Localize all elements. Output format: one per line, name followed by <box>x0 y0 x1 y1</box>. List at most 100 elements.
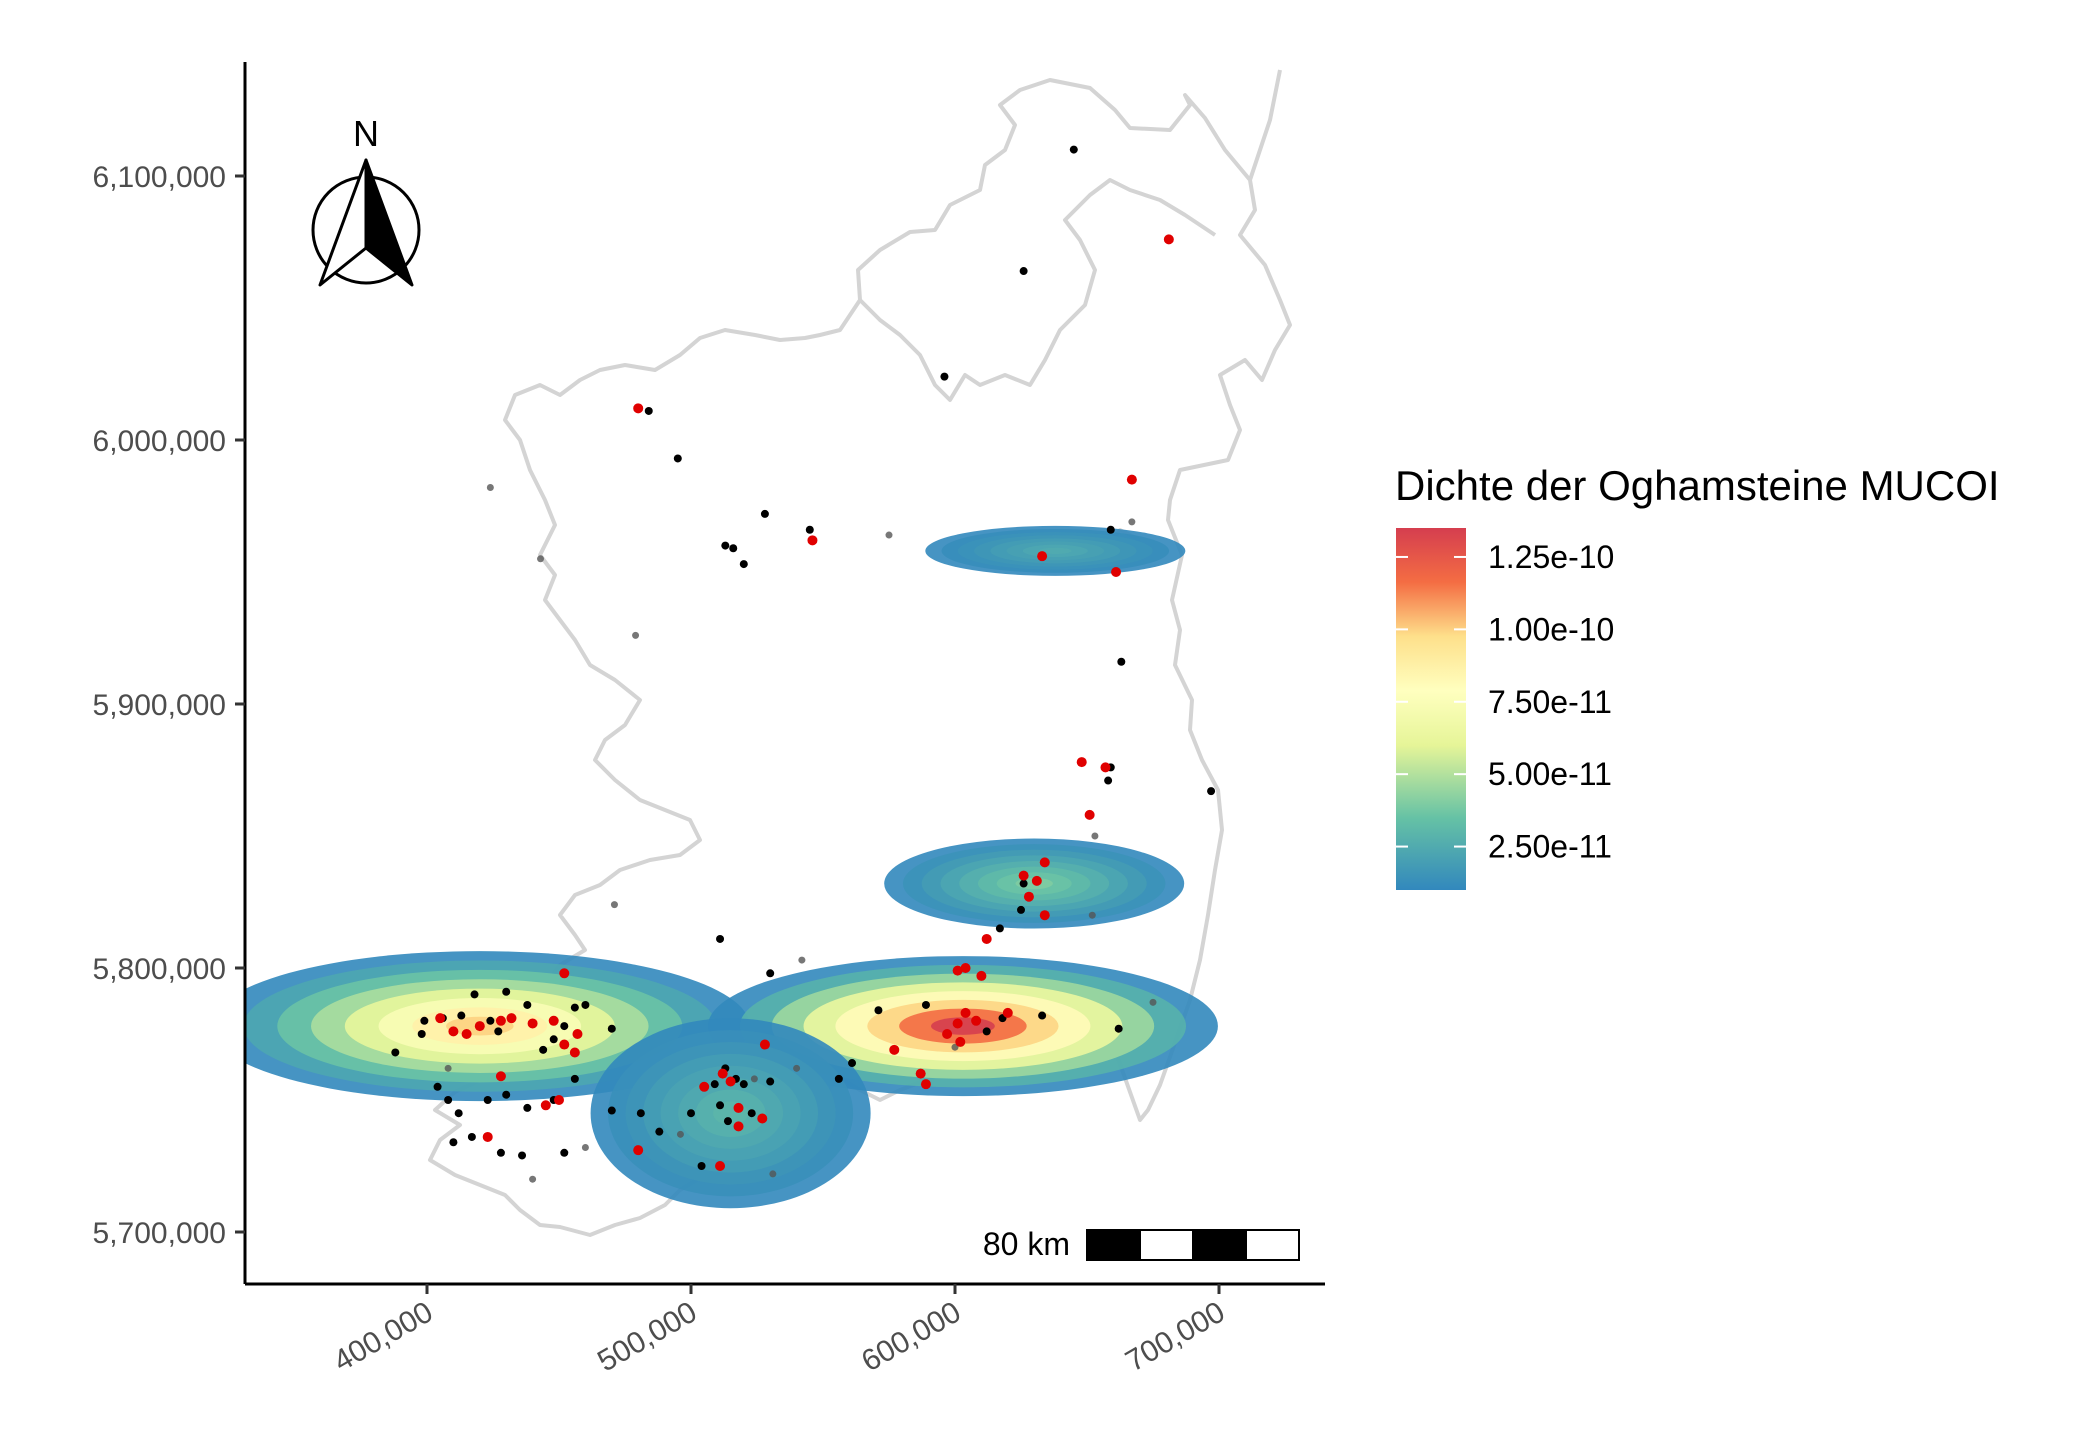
ogham-stone-point-grey <box>793 1064 801 1072</box>
ogham-stone-point-grey <box>750 1075 758 1083</box>
scale-bar-segment-3 <box>1192 1229 1247 1261</box>
x-tick-label: 500,000 <box>592 1295 702 1378</box>
ogham-stone-point-black <box>739 1080 748 1089</box>
density-band <box>1039 547 1072 555</box>
scale-bar-segment-1 <box>1086 1229 1141 1261</box>
ogham-stone-point-red <box>1018 870 1029 881</box>
ogham-stone-point-red <box>733 1121 744 1132</box>
ogham-stone-point-black <box>518 1151 527 1160</box>
ogham-stone-point-black <box>560 1148 569 1157</box>
ogham-stone-point-red <box>807 535 818 546</box>
ogham-stone-point-grey <box>798 956 806 964</box>
ogham-stone-point-red <box>1039 910 1050 921</box>
ogham-stone-point-black <box>607 1024 616 1033</box>
y-tick-label: 5,700,000 <box>93 1217 226 1250</box>
ogham-stone-point-black <box>483 1096 492 1104</box>
ogham-stone-point-red <box>1100 762 1111 773</box>
ogham-stone-point-red <box>1002 1007 1013 1018</box>
ogham-stone-point-black <box>655 1127 664 1136</box>
x-tick-label: 400,000 <box>328 1295 438 1378</box>
ogham-stone-point-black <box>739 560 748 569</box>
ogham-stone-point-grey <box>444 1064 452 1072</box>
y-tick-label: 5,900,000 <box>93 689 226 722</box>
ogham-stone-point-red <box>1163 234 1174 245</box>
ogham-stone-point-red <box>633 1145 644 1156</box>
ogham-stone-point-red <box>960 1007 971 1018</box>
ogham-stone-point-red <box>920 1079 931 1090</box>
ogham-stone-point-red <box>1111 567 1122 577</box>
ogham-stone-point-black <box>848 1059 857 1068</box>
scale-bar: 80 km <box>983 1226 1300 1262</box>
ogham-stone-point-red <box>482 1131 493 1142</box>
ogham-stone-point-black <box>449 1138 458 1147</box>
ogham-stone-point-black <box>1019 879 1028 888</box>
ogham-stone-point-black <box>636 1109 645 1118</box>
ogham-stone-point-red <box>1076 757 1087 768</box>
scale-bar-segment-2 <box>1139 1229 1194 1261</box>
ogham-stone-point-red <box>889 1044 900 1055</box>
ogham-stone-point-black <box>716 1101 725 1110</box>
ogham-stone-point-black <box>940 372 949 381</box>
ogham-stone-point-black <box>1017 905 1025 914</box>
ogham-stone-point-red <box>540 1100 551 1111</box>
ogham-stone-point-red <box>474 1021 485 1032</box>
ogham-stone-point-red <box>1084 809 1095 820</box>
ogham-stone-point-black <box>539 1045 548 1054</box>
ogham-stone-point-red <box>915 1068 926 1079</box>
x-tick-label: 700,000 <box>1120 1295 1230 1378</box>
ogham-stone-point-black <box>716 934 725 943</box>
north-arrow-right <box>364 158 414 287</box>
ogham-stone-point-black <box>721 541 730 550</box>
ogham-stone-point-red <box>1031 875 1042 886</box>
ogham-stone-point-red <box>461 1029 472 1039</box>
ogham-stone-point-grey <box>537 555 545 563</box>
ogham-stone-point-grey <box>1091 832 1099 840</box>
ogham-stone-point-black <box>570 1003 579 1012</box>
ogham-stone-point-black <box>1019 267 1028 276</box>
ogham-stone-point-black <box>1104 776 1113 785</box>
ogham-stone-point-red <box>559 1039 570 1050</box>
legend-entry-label: 1.25e-10 <box>1488 539 1614 575</box>
points-layer <box>391 145 1216 1183</box>
ogham-stone-point-black <box>444 1096 453 1104</box>
ogham-stone-point-red <box>942 1029 953 1039</box>
ogham-stone-point-black <box>494 1027 503 1036</box>
ogham-stone-point-black <box>467 1132 476 1141</box>
ogham-stone-point-black <box>420 1016 429 1025</box>
ogham-stone-point-red <box>952 1018 963 1029</box>
ogham-stone-point-red <box>733 1102 744 1113</box>
ogham-stone-point-black <box>570 1074 579 1083</box>
ogham-stone-point-black <box>921 1000 930 1009</box>
y-axis-ticks: 5,700,000 5,800,000 5,900,000 6,000,000 6,10… <box>93 161 245 1250</box>
ogham-stone-point-grey <box>632 631 640 639</box>
ogham-stone-point-grey <box>769 1170 777 1178</box>
ogham-stone-point-red <box>1023 891 1034 902</box>
ogham-stone-point-black <box>687 1109 695 1118</box>
ogham-stone-point-black <box>1106 525 1115 534</box>
ogham-stone-point-red <box>757 1113 768 1124</box>
legend-entries: 1.25e-10 1.00e-10 7.50e-11 5.00e-11 2.50e-11 <box>1396 539 1614 865</box>
y-tick-label: 6,100,000 <box>93 161 226 194</box>
ogham-stone-point-red <box>633 403 644 414</box>
ogham-stone-point-red <box>548 1015 559 1026</box>
ogham-stone-point-black <box>766 969 775 978</box>
legend-entry-label: 1.00e-10 <box>1488 611 1614 647</box>
lough-inlet <box>1098 69 1282 557</box>
ogham-stone-point-red <box>506 1013 517 1024</box>
ogham-stone-point-red <box>572 1029 583 1039</box>
ogham-stone-point-black <box>391 1048 400 1057</box>
x-tick-label: 600,000 <box>856 1295 966 1378</box>
legend-entry-label: 2.50e-11 <box>1488 829 1612 865</box>
ogham-stone-point-black <box>729 544 738 553</box>
ogham-stone-point-black <box>581 1000 590 1009</box>
north-arrow-left <box>318 158 368 287</box>
ogham-stone-point-black <box>710 1080 719 1089</box>
ogham-stone-point-black <box>747 1109 756 1118</box>
legend: Dichte der Oghamsteine MUCOI 1.25e-10 1.0… <box>1395 462 2000 890</box>
ogham-stone-point-black <box>607 1106 616 1115</box>
ogham-stone-point-black <box>496 1148 505 1157</box>
ogham-stone-point-black <box>1038 1011 1047 1020</box>
border-line <box>858 178 1217 402</box>
ogham-stone-point-red <box>1039 857 1050 868</box>
ogham-stone-point-red <box>495 1071 506 1082</box>
